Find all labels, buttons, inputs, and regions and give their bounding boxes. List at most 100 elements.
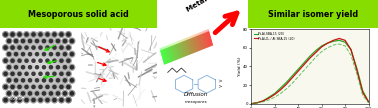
Circle shape — [25, 46, 28, 49]
Circle shape — [34, 51, 40, 57]
Circle shape — [28, 39, 32, 43]
Circle shape — [11, 85, 14, 88]
Circle shape — [59, 84, 64, 90]
Polygon shape — [186, 37, 187, 40]
Polygon shape — [160, 50, 165, 65]
Circle shape — [36, 66, 39, 69]
Circle shape — [22, 92, 25, 95]
Circle shape — [55, 51, 61, 57]
Circle shape — [34, 38, 40, 44]
Circle shape — [42, 52, 46, 56]
Circle shape — [60, 33, 63, 36]
Circle shape — [10, 97, 15, 103]
Polygon shape — [196, 34, 197, 36]
Circle shape — [17, 71, 22, 77]
Polygon shape — [206, 32, 211, 47]
Polygon shape — [189, 39, 194, 53]
Circle shape — [51, 97, 57, 103]
Polygon shape — [180, 42, 184, 57]
Polygon shape — [183, 41, 188, 56]
Circle shape — [24, 58, 29, 64]
Circle shape — [65, 97, 71, 103]
Polygon shape — [188, 37, 189, 39]
Circle shape — [59, 71, 64, 77]
Polygon shape — [181, 39, 183, 42]
Circle shape — [27, 77, 33, 83]
Circle shape — [36, 52, 39, 56]
Polygon shape — [169, 44, 170, 47]
Circle shape — [36, 39, 39, 43]
Polygon shape — [185, 40, 190, 55]
Circle shape — [13, 91, 19, 96]
Polygon shape — [204, 31, 205, 33]
Circle shape — [24, 84, 29, 90]
Circle shape — [14, 66, 18, 69]
Polygon shape — [192, 38, 197, 52]
Text: Diffusion: Diffusion — [184, 92, 208, 97]
Circle shape — [41, 77, 47, 83]
Circle shape — [67, 72, 70, 75]
Circle shape — [46, 72, 49, 75]
Polygon shape — [200, 34, 204, 49]
Circle shape — [45, 45, 50, 50]
Polygon shape — [207, 32, 212, 46]
Circle shape — [42, 66, 46, 69]
Polygon shape — [200, 34, 205, 49]
Circle shape — [56, 66, 59, 69]
Circle shape — [48, 91, 54, 96]
Circle shape — [3, 71, 8, 77]
Circle shape — [6, 91, 12, 96]
Polygon shape — [178, 41, 179, 43]
Polygon shape — [174, 45, 179, 59]
Circle shape — [22, 52, 25, 56]
Circle shape — [6, 77, 12, 83]
Polygon shape — [205, 32, 210, 47]
Circle shape — [39, 33, 42, 36]
Circle shape — [50, 92, 53, 95]
Circle shape — [6, 64, 12, 70]
Polygon shape — [177, 44, 181, 58]
Circle shape — [65, 45, 71, 50]
Polygon shape — [197, 33, 199, 35]
Circle shape — [36, 79, 39, 82]
Circle shape — [39, 72, 42, 75]
Polygon shape — [170, 44, 172, 46]
Circle shape — [25, 98, 28, 102]
Circle shape — [50, 79, 53, 82]
Polygon shape — [193, 37, 198, 52]
Polygon shape — [181, 42, 186, 57]
Circle shape — [32, 33, 35, 36]
Circle shape — [51, 32, 57, 37]
Circle shape — [45, 71, 50, 77]
Circle shape — [46, 85, 49, 88]
Circle shape — [70, 79, 73, 82]
Polygon shape — [194, 35, 195, 37]
Circle shape — [24, 97, 29, 103]
Circle shape — [11, 33, 14, 36]
Polygon shape — [189, 36, 191, 39]
Circle shape — [3, 58, 8, 64]
Text: 20 nm: 20 nm — [91, 97, 104, 101]
Circle shape — [59, 32, 64, 37]
Polygon shape — [190, 38, 195, 53]
Polygon shape — [161, 50, 166, 64]
Circle shape — [64, 79, 67, 82]
Circle shape — [70, 92, 73, 95]
Circle shape — [65, 58, 71, 64]
Circle shape — [53, 46, 56, 49]
Circle shape — [41, 51, 47, 57]
Polygon shape — [203, 31, 204, 33]
Circle shape — [50, 52, 53, 56]
Polygon shape — [168, 45, 169, 47]
Polygon shape — [163, 49, 168, 64]
Circle shape — [3, 45, 8, 50]
Circle shape — [4, 72, 7, 75]
Polygon shape — [176, 42, 177, 44]
Circle shape — [11, 59, 14, 62]
Circle shape — [24, 32, 29, 37]
Polygon shape — [191, 38, 196, 52]
Polygon shape — [203, 33, 208, 48]
Polygon shape — [171, 46, 176, 60]
Circle shape — [22, 66, 25, 69]
Circle shape — [6, 38, 12, 44]
